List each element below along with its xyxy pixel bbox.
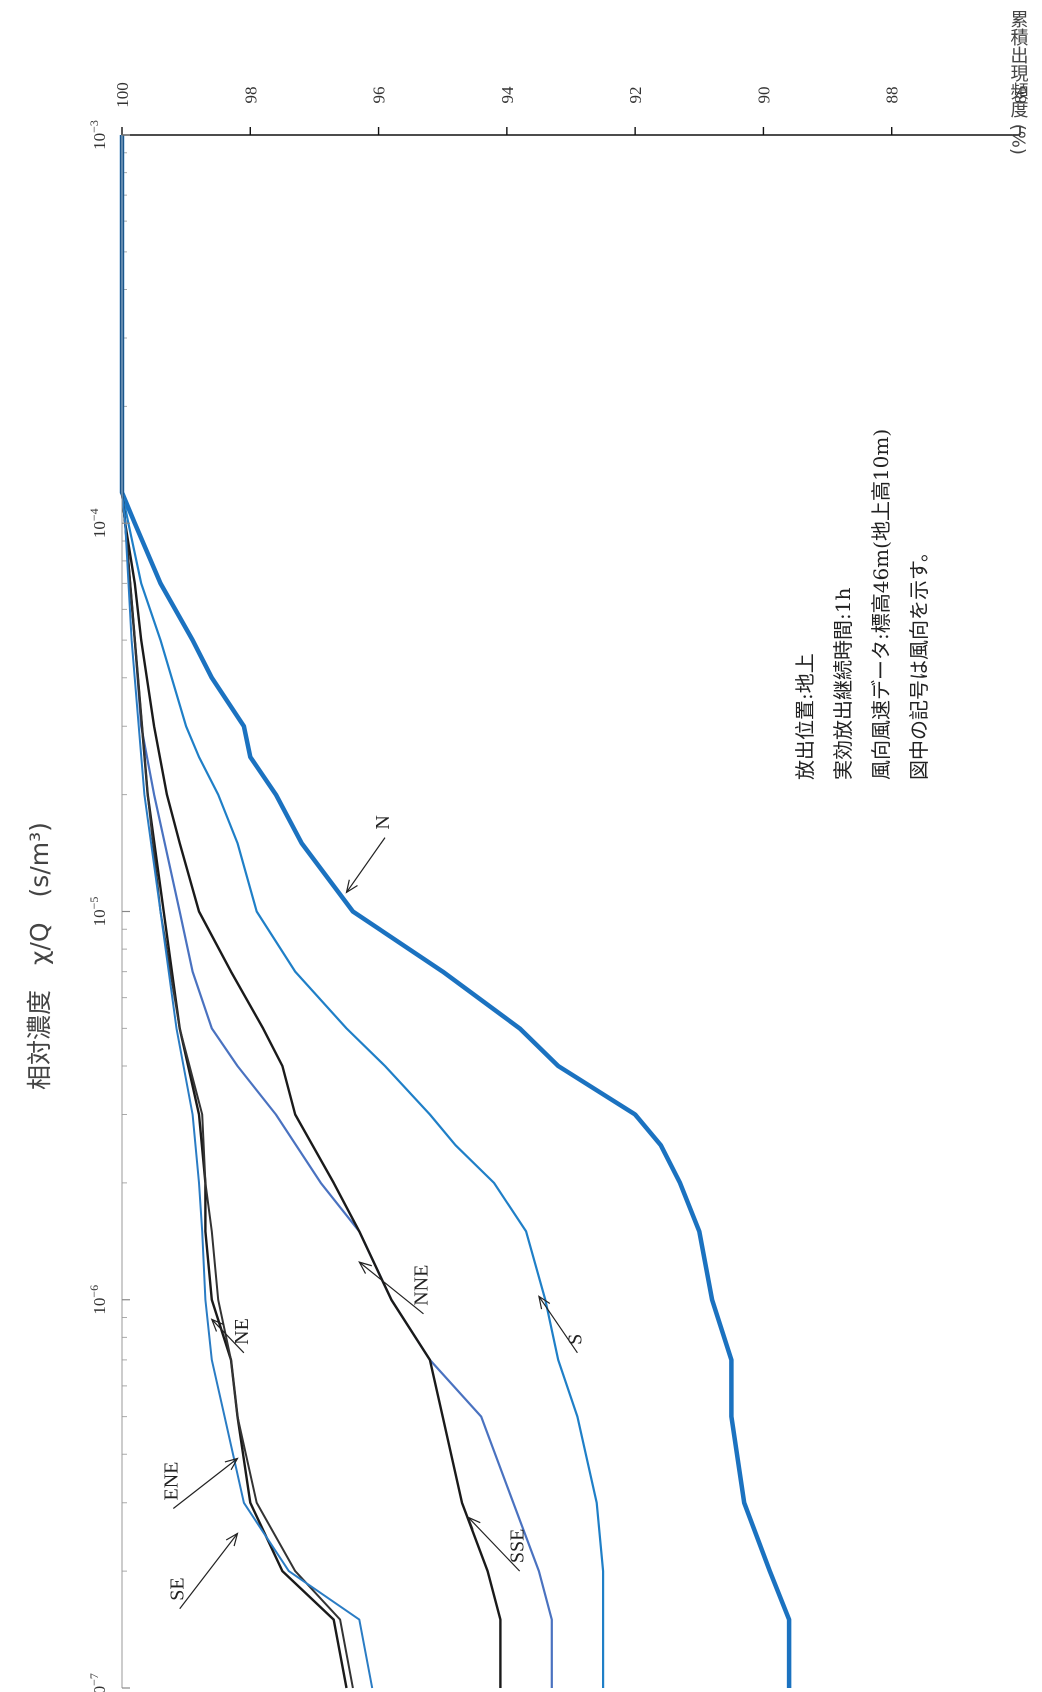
x-axis-title: 相対濃度 χ/Q (s/m³) xyxy=(25,822,54,1090)
series-lines xyxy=(119,135,792,1689)
series-line-ene xyxy=(121,135,354,1689)
annotation-label-text: ENE xyxy=(160,1462,182,1501)
y-tick-label: 92 xyxy=(626,87,645,104)
y-tick-label: 86 xyxy=(1011,87,1030,104)
annotation-arrowhead-n xyxy=(345,879,358,894)
annotation-arrow-nne xyxy=(358,1261,424,1315)
note-symbol-legend: 図中の記号は風向を示す。 xyxy=(907,542,931,780)
series-line-ne xyxy=(120,135,348,1689)
annotation-arrow-n xyxy=(346,837,386,893)
annotation-arrow-se xyxy=(179,1533,238,1610)
x-tick-label-text: 10−3 xyxy=(87,120,109,150)
y-tick-label: 100 xyxy=(113,82,132,108)
y-tick-label-text: 86 xyxy=(1011,87,1030,104)
annotation-arrow-ne xyxy=(211,1318,245,1354)
x-ticks: 10−7 10−6 10−5 10−4 10−3 xyxy=(87,120,130,1692)
annotation-label-text: SE xyxy=(167,1577,189,1600)
series-line-sse xyxy=(120,135,553,1688)
annotation-label-text: SSE xyxy=(507,1529,529,1563)
annotation-label-text: NE xyxy=(231,1318,253,1345)
y-tick-label-text: 88 xyxy=(883,87,902,104)
y-tick-label-text: 100 xyxy=(113,82,132,108)
notes-block: 放出位置:地上 実効放出継続時間:1h 風向風速データ:標高46m(地上高10m… xyxy=(793,429,931,780)
annotation-label-nne: NNE xyxy=(410,1265,432,1306)
series-line-se xyxy=(121,135,374,1689)
y-ticks: 100 98 96 94 92 90 88 86 xyxy=(113,82,1030,135)
x-tick-label: 10−4 xyxy=(87,508,109,538)
annotation-label-text: S xyxy=(564,1334,586,1345)
series-annotations: N S NNE NE SSE ENE SE xyxy=(160,815,586,1610)
annotation-label-se: SE xyxy=(167,1577,189,1600)
y-tick-label-text: 92 xyxy=(626,87,645,104)
annotation-label-ene: ENE xyxy=(160,1462,182,1501)
annotation-arrowhead-se xyxy=(225,1532,239,1547)
y-tick-label-text: 94 xyxy=(498,86,517,104)
note-release-position: 放出位置:地上 xyxy=(793,653,817,780)
annotation-arrowhead-s xyxy=(538,1295,551,1310)
y-tick-label: 98 xyxy=(241,87,260,104)
x-tick-label: 10−5 xyxy=(87,897,109,927)
annotation-arrowhead-sse xyxy=(467,1516,481,1530)
annotation-label-text: N xyxy=(372,815,394,829)
y-tick-label: 94 xyxy=(498,86,517,104)
note-release-duration: 実効放出継続時間:1h xyxy=(831,588,855,780)
y-tick-label: 96 xyxy=(370,87,389,104)
x-tick-label: 10−3 xyxy=(87,120,109,150)
minor-ticks xyxy=(122,152,127,1572)
annotation-label-sse: SSE xyxy=(507,1529,529,1563)
annotation-arrow-ene xyxy=(172,1458,238,1509)
annotation-arrowhead-ne xyxy=(210,1318,224,1332)
y-tick-label-text: 98 xyxy=(241,87,260,104)
annotation-label-text: NNE xyxy=(410,1265,432,1306)
y-axis-title-text: 累積出現頻度 (%) xyxy=(1008,10,1029,155)
y-tick-label: 88 xyxy=(883,87,902,104)
y-axis-title: 累積出現頻度 (%) xyxy=(1008,10,1029,155)
x-axis-title-text: 相対濃度 χ/Q (s/m³) xyxy=(25,822,54,1090)
annotation-arrow-sse xyxy=(467,1517,521,1572)
x-tick-label-text: 10−4 xyxy=(87,508,109,538)
y-tick-label-text: 96 xyxy=(370,87,389,104)
x-tick-label: 10−6 xyxy=(87,1285,109,1315)
note-wind-data: 風向風速データ:標高46m(地上高10m) xyxy=(869,429,893,780)
y-tick-label: 90 xyxy=(754,87,773,104)
annotation-arrowhead-ene xyxy=(224,1457,239,1471)
x-tick-label: 10−7 xyxy=(87,1673,109,1692)
annotation-label-n: N xyxy=(372,815,394,829)
annotation-label-ne: NE xyxy=(231,1318,253,1345)
x-tick-label-text: 10−7 xyxy=(87,1673,109,1692)
annotation-arrowhead-nne xyxy=(358,1261,372,1274)
x-tick-label-text: 10−6 xyxy=(87,1285,109,1315)
series-line-s xyxy=(120,135,605,1688)
annotation-arrow-s xyxy=(538,1296,578,1354)
series-line-n xyxy=(119,135,792,1688)
annotation-label-s: S xyxy=(564,1334,586,1345)
series-line-nne xyxy=(120,135,502,1688)
x-tick-label-text: 10−5 xyxy=(87,897,109,927)
y-tick-label-text: 90 xyxy=(754,87,773,104)
